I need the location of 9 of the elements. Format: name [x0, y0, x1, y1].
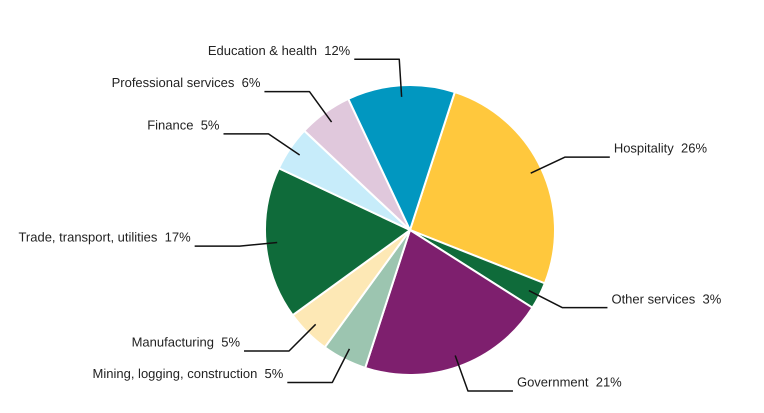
- slice-label: Professional services 6%: [112, 75, 261, 90]
- slice-label: Finance 5%: [147, 117, 220, 132]
- slice-label: Trade, transport, utilities 17%: [18, 230, 192, 245]
- slice-label: Other services 3%: [611, 291, 722, 306]
- slice-label: Manufacturing 5%: [132, 334, 240, 350]
- slice-label: Education & health 12%: [208, 42, 351, 58]
- slice-label: Mining, logging, construction 5%: [92, 366, 284, 382]
- slice-label: Government 21%: [516, 374, 622, 390]
- slice-label: Hospitality 26%: [614, 140, 708, 156]
